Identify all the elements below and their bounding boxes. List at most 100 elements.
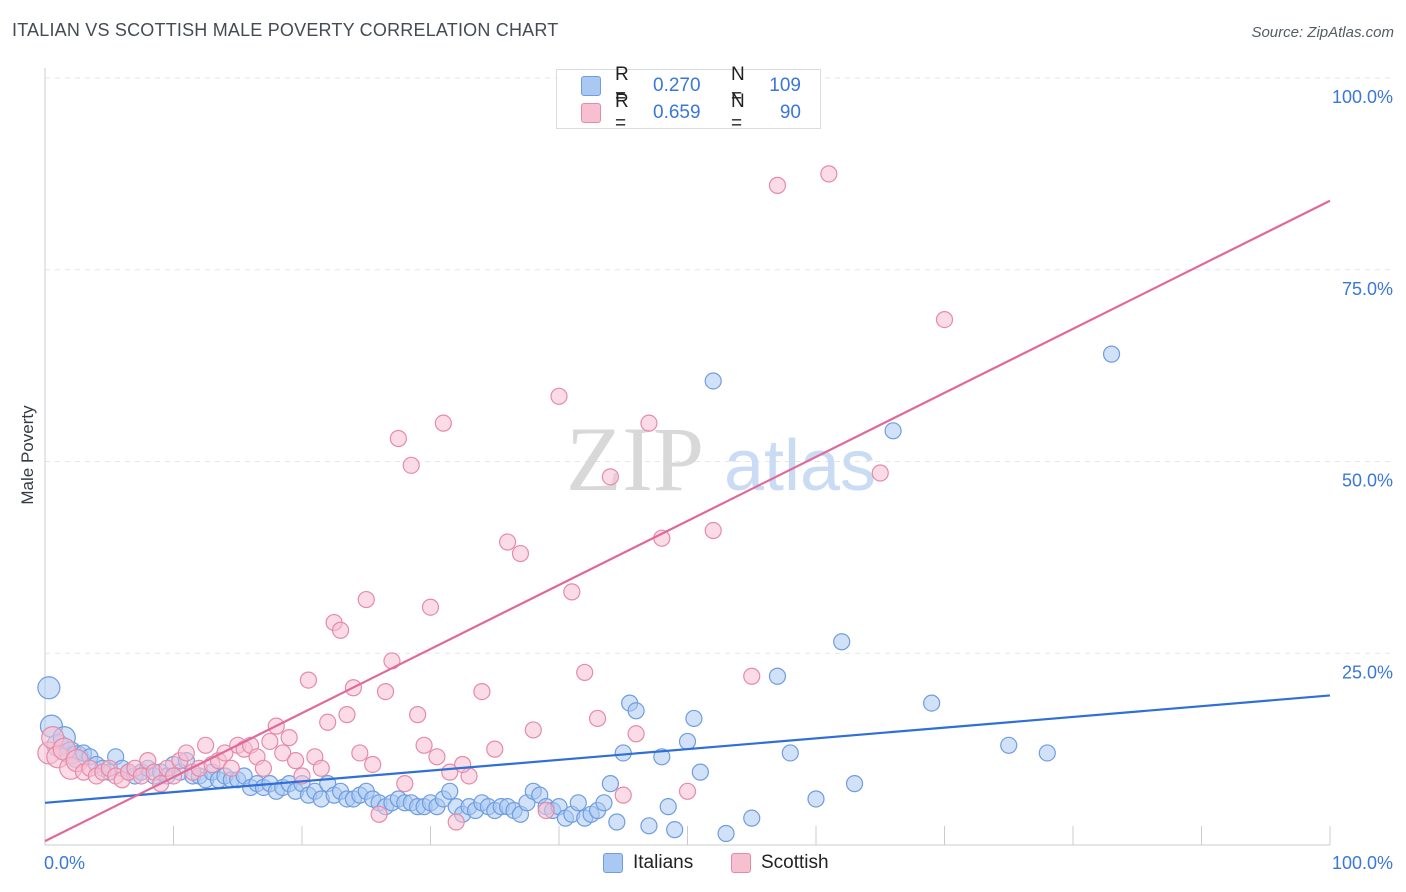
point-scottish (601, 468, 620, 486)
point-scottish (402, 456, 420, 474)
y-tick-label: 75.0% (1342, 279, 1393, 299)
point-italians (441, 782, 459, 800)
trend-line-italians (44, 694, 1331, 804)
y-tick-label: 100.0% (1332, 87, 1393, 107)
legend-item-scottish[interactable]: Scottish (731, 852, 829, 874)
point-italians (678, 732, 697, 751)
n-label: N = (731, 91, 745, 134)
point-scottish (177, 744, 195, 762)
point-italians (653, 748, 671, 766)
point-italians (923, 694, 941, 712)
chart-title: ITALIAN VS SCOTTISH MALE POVERTY CORRELA… (12, 20, 559, 40)
point-scottish (678, 782, 697, 800)
point-italians (781, 744, 799, 762)
point-italians (608, 813, 626, 831)
point-italians (601, 775, 620, 793)
point-italians (1000, 736, 1018, 754)
point-scottish (261, 732, 279, 751)
point-scottish (299, 671, 318, 689)
point-scottish (640, 414, 658, 432)
x-tick-label-max: 100.0% (1332, 853, 1393, 873)
point-scottish (428, 748, 446, 766)
point-italians (640, 817, 658, 835)
legend-swatch-italians (581, 76, 601, 96)
point-scottish (935, 311, 954, 329)
r-value: 0.270 (653, 75, 701, 96)
tick-labels: 25.0% 50.0% 75.0% 100.0% 0.0% 100.0% (44, 87, 1393, 873)
point-scottish (537, 801, 555, 820)
point-scottish (576, 663, 594, 682)
point-italians (704, 372, 722, 390)
legend-row-scottish: R = 0.659 N = 90 (581, 91, 801, 134)
trend-line-scottish (44, 199, 1331, 843)
point-scottish (743, 667, 761, 685)
point-italians (627, 702, 645, 720)
watermark-zip: ZIP (566, 408, 704, 510)
legend-item-italians[interactable]: Italians (603, 852, 693, 874)
point-italians (743, 809, 761, 827)
point-scottish (820, 165, 838, 183)
point-italians (1038, 744, 1056, 762)
series-legend: Italians Scottish (0, 852, 1406, 876)
point-italians (37, 676, 61, 700)
point-scottish (280, 729, 298, 747)
point-scottish (396, 775, 414, 793)
point-scottish (286, 752, 305, 770)
trend-lines (44, 199, 1331, 843)
point-scottish (312, 759, 330, 777)
stats-legend: R = 0.270 N = 109 R = 0.659 N = 90 (556, 64, 821, 134)
point-scottish (409, 706, 427, 724)
r-value: 0.659 (653, 102, 701, 123)
point-scottish (511, 544, 530, 563)
point-italians (807, 790, 825, 808)
point-italians (1102, 345, 1121, 363)
point-scottish (351, 744, 369, 762)
point-scottish (421, 598, 440, 616)
point-scottish (331, 621, 350, 639)
point-scottish (588, 709, 607, 728)
point-scottish (389, 429, 407, 448)
point-scottish (197, 736, 215, 754)
x-tick-label-min: 0.0% (44, 853, 85, 873)
r-label: R = (615, 64, 629, 107)
point-scottish (614, 786, 632, 804)
point-scottish (376, 682, 395, 701)
point-scottish (524, 721, 542, 739)
point-scottish (486, 740, 504, 758)
point-scottish (364, 755, 382, 774)
point-scottish (563, 583, 581, 601)
point-italians (845, 775, 864, 793)
n-value: 109 (769, 75, 801, 96)
point-scottish (454, 755, 472, 774)
gridlines (45, 77, 1392, 654)
point-scottish (319, 713, 337, 731)
point-scottish (254, 759, 273, 777)
point-scottish (338, 706, 356, 724)
point-scottish (357, 590, 375, 609)
point-italians (717, 824, 735, 843)
point-scottish (447, 813, 465, 831)
legend-label-scottish: Scottish (761, 852, 829, 873)
point-scottish (434, 414, 452, 432)
point-scottish (499, 533, 517, 551)
point-scottish (274, 744, 292, 762)
point-scottish (550, 387, 568, 405)
point-scottish (370, 805, 388, 823)
point-italians (685, 709, 703, 728)
point-scottish (473, 682, 491, 701)
point-italians (595, 794, 613, 812)
point-italians (768, 667, 787, 685)
legend-swatch-scottish (581, 103, 601, 123)
point-scottish (704, 521, 722, 540)
watermark: ZIP atlas (566, 408, 876, 510)
point-italians (659, 798, 677, 816)
point-scottish (768, 176, 787, 194)
series-italians (37, 345, 1121, 843)
y-tick-label: 50.0% (1342, 471, 1393, 491)
r-label: R = (615, 91, 629, 134)
point-scottish (871, 464, 889, 482)
y-tick-label: 25.0% (1342, 662, 1393, 682)
point-scottish (222, 759, 240, 777)
source-label: Source: ZipAtlas.com (1251, 24, 1394, 41)
